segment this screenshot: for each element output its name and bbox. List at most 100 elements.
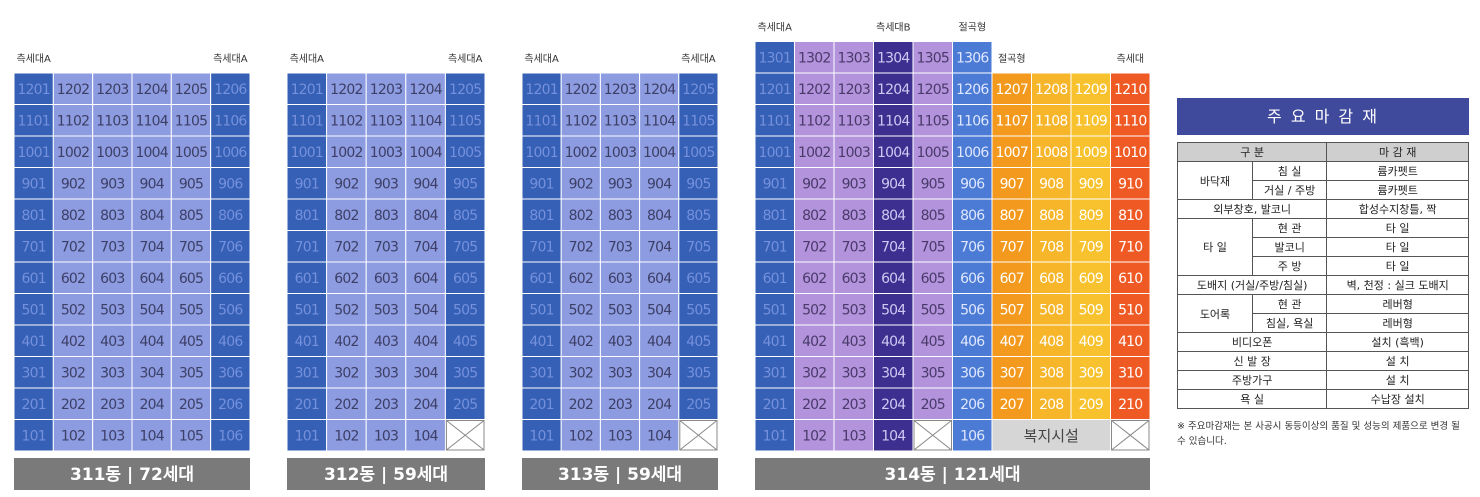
unit-cell (286, 293, 328, 326)
unit-number: 607 (1000, 271, 1024, 287)
finishes-row: 욕 실 수납장 설치 (1176, 389, 1469, 409)
unit-cell (991, 293, 1032, 326)
unit-number: 1005 (449, 145, 481, 161)
unit-number: 301 (22, 365, 46, 381)
unit-number: 302 (334, 365, 358, 381)
unit-number: 1103 (370, 113, 402, 129)
unit-number: 1006 (214, 145, 247, 161)
unit-cell (952, 167, 993, 200)
unit-number: 1103 (96, 113, 128, 129)
unit-number: 1102 (565, 113, 597, 129)
unit-cell (991, 104, 1032, 137)
unit-number: 404 (413, 334, 438, 350)
unit-number: 801 (763, 208, 787, 224)
unit-number: 1110 (1114, 113, 1146, 129)
unit-number: 1205 (449, 82, 481, 98)
unit-number: 805 (921, 208, 945, 224)
unit-number: 702 (802, 239, 826, 255)
unit-cell (560, 261, 601, 294)
unit-cell (210, 261, 251, 294)
finishes-cell: 도배지 (거실/주방/침실) (1176, 275, 1328, 295)
unit-number: 1206 (956, 82, 989, 98)
unit-number: 1104 (135, 113, 168, 129)
unit-number: 1305 (917, 50, 949, 66)
unit-cell (210, 293, 251, 326)
unit-cell (52, 135, 94, 168)
unit-cell (326, 167, 367, 200)
unit-cell (13, 230, 54, 263)
unit-number: 909 (1079, 176, 1103, 192)
unit-number: 103 (374, 428, 398, 444)
unit-number: 1001 (525, 145, 557, 161)
unit-number: 204 (413, 397, 438, 413)
unit-number: 1306 (956, 50, 989, 66)
unit-cell (639, 261, 680, 294)
unit-number: 503 (842, 302, 866, 318)
unit-number: 604 (881, 271, 906, 287)
unit-cell (131, 293, 172, 326)
unit-number: 405 (686, 334, 710, 350)
finishes-cell: 주방가구 (1176, 370, 1328, 390)
unit-cell (952, 230, 993, 263)
unit-cell (873, 135, 914, 168)
unit-cell (210, 135, 251, 168)
unit-cell (833, 324, 874, 357)
unit-cell (873, 293, 914, 326)
unit-number: 209 (1079, 397, 1103, 413)
unit-cell (210, 230, 251, 263)
unit-number: 201 (22, 397, 46, 413)
unit-cell (13, 167, 54, 200)
unit-number: 804 (647, 208, 672, 224)
unit-number: 203 (100, 397, 124, 413)
unit-number: 1002 (330, 145, 362, 161)
unit-cell (326, 293, 367, 326)
unit-cell (912, 356, 953, 389)
column-label: 측세대B (876, 22, 911, 34)
unit-number: 704 (647, 239, 672, 255)
unit-cell (952, 419, 993, 452)
unit-cell (1110, 72, 1151, 105)
unit-cell (52, 167, 94, 200)
unit-number: 1205 (917, 82, 949, 98)
unit-number: 1001 (759, 145, 791, 161)
unit-cell (405, 419, 446, 452)
unit-number: 305 (179, 365, 203, 381)
finishes-note: ※ 주요마감재는 본 사공시 동등이상의 품질 및 성능의 제품으로 변경 될 … (1177, 421, 1460, 447)
unit-number: 804 (413, 208, 438, 224)
unit-cell (912, 387, 953, 420)
unit-cell (639, 419, 680, 452)
unit-number: 206 (960, 397, 985, 413)
unit-number: 304 (140, 365, 165, 381)
unit-number: 504 (140, 302, 165, 318)
unit-number: 606 (960, 271, 985, 287)
unit-cell (521, 419, 562, 452)
unit-number: 705 (179, 239, 203, 255)
unit-number: 210 (1118, 397, 1142, 413)
unit-number: 104 (140, 428, 165, 444)
unit-number: 1105 (682, 113, 714, 129)
unit-number: 1102 (330, 113, 362, 129)
unit-number: 1203 (604, 82, 636, 98)
unit-cell (991, 387, 1032, 420)
unit-cell (286, 387, 328, 420)
unit-number: 709 (1079, 239, 1103, 255)
unit-cell (873, 261, 914, 294)
unit-number: 703 (608, 239, 632, 255)
unit-cell (639, 293, 680, 326)
unit-number: 302 (569, 365, 593, 381)
finishes-cell: 신 발 장 (1176, 351, 1328, 371)
unit-cell (754, 293, 795, 326)
unit-number: 104 (647, 428, 672, 444)
unit-cell (1070, 135, 1111, 168)
unit-cell (286, 198, 328, 231)
unit-number: 502 (61, 302, 85, 318)
unit-number: 705 (686, 239, 710, 255)
unit-cell (754, 419, 795, 452)
unit-cell (405, 293, 446, 326)
unit-number: 1101 (525, 113, 557, 129)
unit-number: 1005 (682, 145, 714, 161)
unit-number: 410 (1118, 334, 1142, 350)
unit-number: 402 (569, 334, 593, 350)
unit-cell (599, 230, 641, 263)
unit-number: 1304 (877, 50, 910, 66)
